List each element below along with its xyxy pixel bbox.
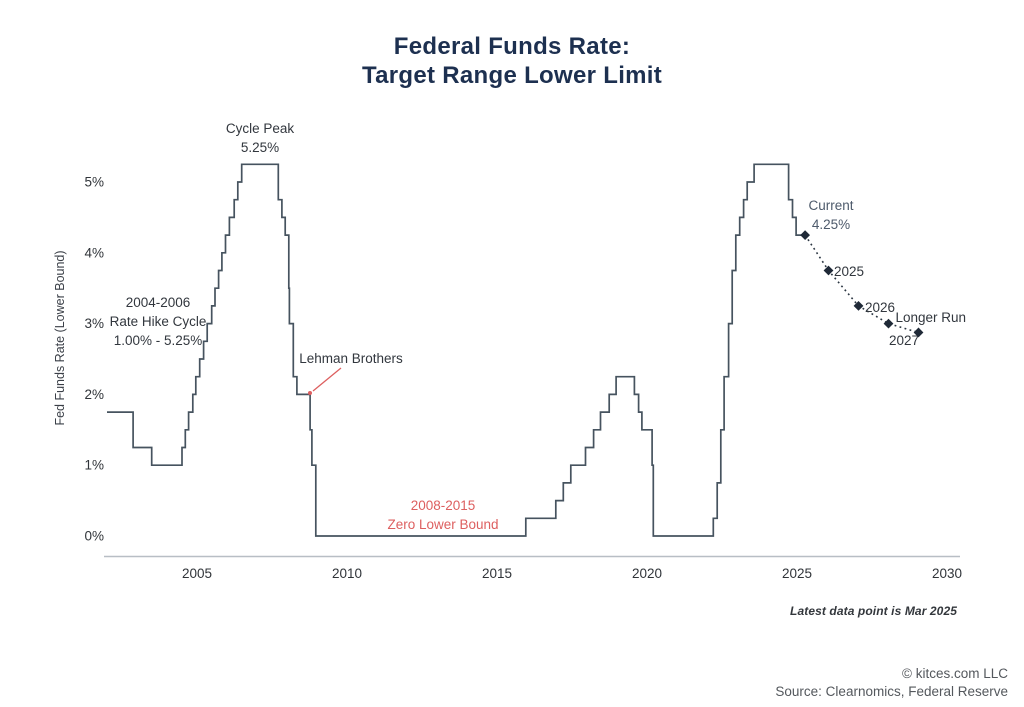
chart-footer: © kitces.com LLC Source: Clearnomics, Fe… bbox=[775, 665, 1008, 701]
x-tick-label-2010: 2010 bbox=[332, 566, 362, 581]
annotation-cycle-peak: 5.25% bbox=[241, 140, 279, 155]
fed-funds-rate-chart: 2005 2010 2015 2020 2025 2030 0% 1% 2% 3% 4% 5% Fed … bbox=[53, 121, 966, 581]
annotation-lehman-brothers: Lehman Brothers bbox=[299, 351, 403, 366]
chart-title-line1: Federal Funds Rate: bbox=[393, 33, 631, 60]
y-tick-label-1%: 1% bbox=[84, 458, 104, 473]
annotation-rate-hike-cycle: 2004-2006 bbox=[126, 295, 191, 310]
y-tick-label-2%: 2% bbox=[84, 387, 104, 402]
annotation-current: Current bbox=[808, 198, 853, 213]
y-axis-title: Fed Funds Rate (Lower Bound) bbox=[53, 250, 67, 425]
projection-diamond-2026 bbox=[853, 301, 864, 311]
x-tick-label-2030: 2030 bbox=[932, 566, 962, 581]
projection-diamond-2027 bbox=[883, 318, 894, 329]
projection-label-2026: 2026 bbox=[865, 300, 895, 315]
annotation-leader-dot bbox=[308, 391, 312, 395]
projection-label-2025: 2025 bbox=[834, 264, 864, 279]
x-tick-label-2005: 2005 bbox=[182, 566, 212, 581]
chart-title-line2: Target Range Lower Limit bbox=[361, 62, 663, 89]
x-tick-label-2025: 2025 bbox=[782, 566, 812, 581]
y-tick-label-3%: 3% bbox=[84, 316, 104, 331]
projection-diamond-longer-run bbox=[913, 327, 924, 338]
projection-label-longer-run: Longer Run bbox=[895, 310, 966, 325]
source-text: Source: Clearnomics, Federal Reserve bbox=[775, 684, 1008, 699]
copyright-text: © kitces.com LLC bbox=[902, 666, 1008, 681]
annotation-rate-hike-cycle: 1.00% - 5.25% bbox=[114, 333, 203, 348]
annotation-zero-lower-bound: 2008-2015 bbox=[411, 498, 476, 513]
x-tick-label-2015: 2015 bbox=[482, 566, 512, 581]
y-tick-label-0%: 0% bbox=[84, 529, 104, 544]
x-tick-label-2020: 2020 bbox=[632, 566, 662, 581]
fed-funds-step-line bbox=[107, 163, 806, 537]
projection-diamond-2025 bbox=[823, 265, 834, 276]
annotation-current: 4.25% bbox=[812, 217, 850, 232]
y-tick-label-5%: 5% bbox=[84, 175, 104, 190]
latest-data-footnote: Latest data point is Mar 2025 bbox=[790, 604, 957, 618]
annotation-cycle-peak: Cycle Peak bbox=[226, 121, 295, 136]
chart-title: Federal Funds Rate: Target Range Lower L… bbox=[0, 32, 1024, 90]
projection-label-2027: 2027 bbox=[889, 333, 919, 348]
y-tick-label-4%: 4% bbox=[84, 245, 104, 260]
annotation-rate-hike-cycle: Rate Hike Cycle bbox=[110, 314, 207, 329]
annotation-zero-lower-bound: Zero Lower Bound bbox=[387, 517, 498, 532]
annotation-leader-line bbox=[312, 367, 342, 392]
projection-diamond-current bbox=[800, 230, 810, 240]
